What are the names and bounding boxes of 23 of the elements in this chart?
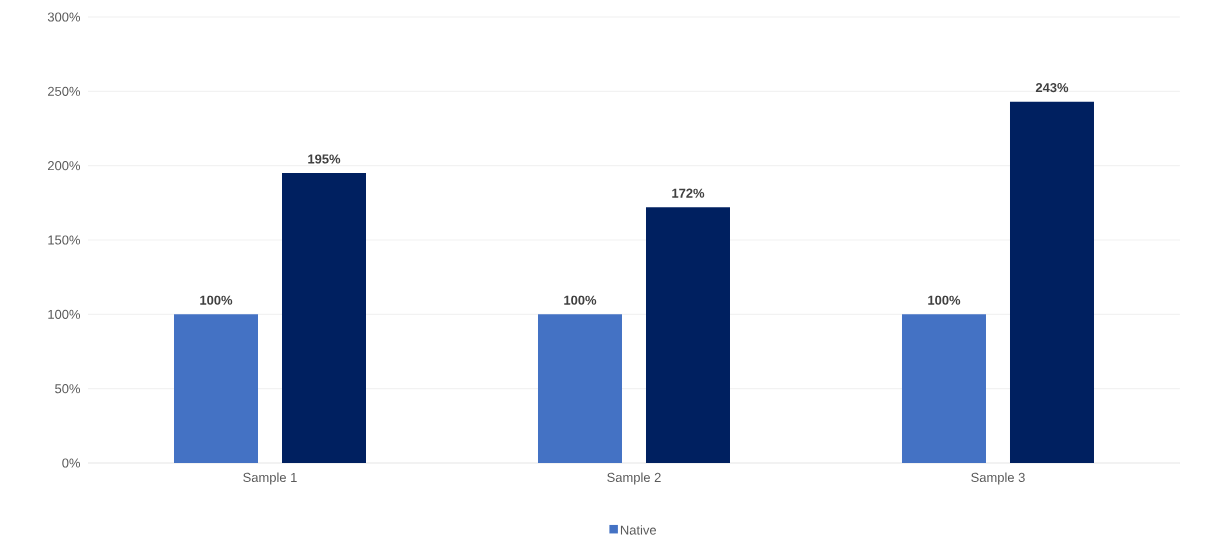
bar — [174, 314, 258, 463]
bar — [537, 314, 622, 463]
data-label: 195% — [308, 154, 341, 164]
bar — [282, 173, 366, 463]
bar — [1009, 101, 1094, 463]
y-tick-label: 300% — [47, 12, 81, 22]
y-tick-label: 150% — [48, 235, 81, 245]
y-tick-label: 100% — [48, 309, 81, 319]
data-label: 243% — [1035, 83, 1069, 93]
y-tick-label: 50% — [55, 384, 81, 394]
x-tick-label: Sample 2 — [607, 472, 661, 485]
data-label: 172% — [672, 188, 705, 198]
y-tick-label: 0% — [62, 458, 81, 468]
data-label: 100% — [200, 295, 233, 305]
x-tick-label: Sample 3 — [971, 472, 1025, 485]
x-tick-label: Sample 1 — [243, 472, 297, 485]
y-tick-label: 200% — [48, 161, 81, 171]
data-label: 100% — [564, 295, 597, 305]
bar — [646, 207, 730, 463]
legend-label: Native — [620, 525, 657, 535]
y-tick-label: 250% — [48, 86, 81, 96]
data-label: 100% — [928, 295, 961, 305]
bar — [901, 314, 986, 463]
